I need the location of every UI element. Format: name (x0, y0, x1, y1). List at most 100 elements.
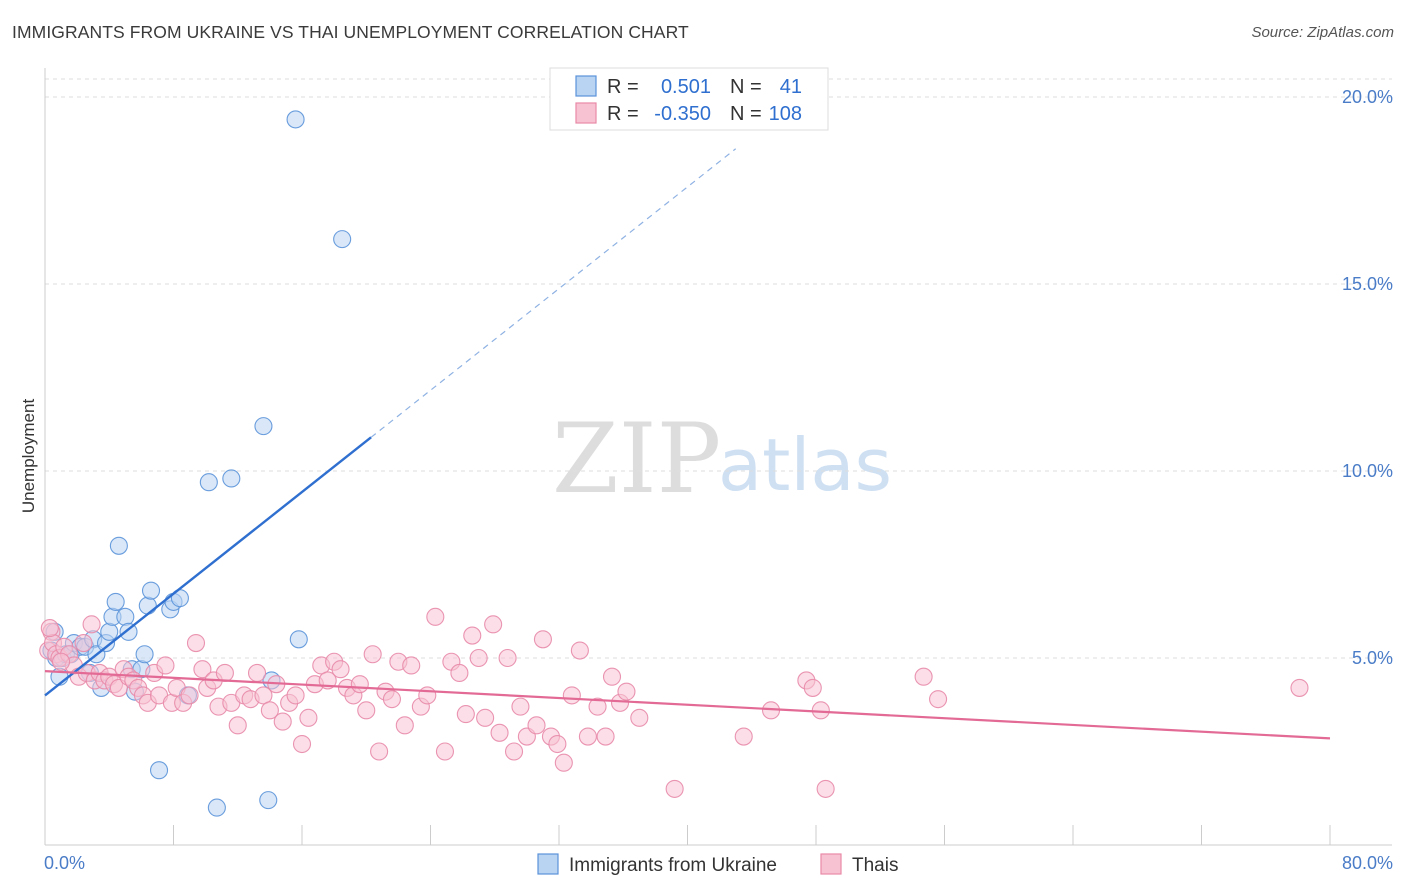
x-tick-labels: 0.0% 80.0% (44, 853, 1393, 873)
data-point (554, 753, 573, 772)
bottom-legend-swatch-ukraine (537, 853, 559, 875)
data-point (247, 663, 267, 683)
data-point (469, 648, 488, 668)
data-point (426, 607, 445, 626)
series-legend: Immigrants from Ukraine Thais (537, 853, 898, 876)
legend-r-value-ukraine: 0.501 (661, 76, 711, 98)
data-point (435, 742, 455, 761)
data-point (456, 705, 475, 724)
data-point (273, 712, 292, 731)
data-point (156, 656, 175, 675)
data-point (602, 667, 622, 686)
data-point (665, 779, 684, 798)
watermark: ZIP atlas (552, 403, 892, 515)
grid-lines (45, 78, 1392, 659)
data-point (357, 701, 376, 720)
data-point (100, 622, 119, 641)
data-point (504, 742, 524, 761)
data-point (382, 690, 402, 709)
data-point (106, 592, 125, 611)
data-point (484, 615, 503, 634)
data-point (370, 742, 389, 761)
legend-n-label: N = (730, 76, 762, 98)
data-point (215, 663, 234, 683)
data-point (476, 708, 495, 727)
bottom-legend-swatch-thais (820, 853, 842, 875)
data-point (511, 697, 530, 716)
data-point (119, 622, 138, 641)
data-point (734, 727, 753, 746)
data-point (292, 734, 312, 754)
data-point (82, 615, 101, 634)
y-tick-label: 5.0% (1352, 648, 1393, 668)
data-point (180, 686, 199, 705)
y-tick-label: 20.0% (1342, 87, 1393, 107)
data-point (286, 110, 305, 129)
data-point (289, 630, 308, 649)
data-point (40, 619, 59, 638)
watermark-zip: ZIP (552, 403, 721, 515)
trend-lines (44, 148, 1331, 740)
data-point (570, 641, 589, 660)
data-point (199, 473, 218, 492)
data-point (299, 708, 318, 727)
data-point (490, 723, 509, 742)
data-point (116, 607, 135, 626)
y-axis-label: Unemployment (19, 399, 38, 514)
data-point (331, 660, 350, 679)
data-point (463, 626, 482, 645)
chart-source: Source: ZipAtlas.com (1251, 24, 1394, 41)
trend-line-thais (44, 669, 1331, 740)
stats-legend: R = 0.501 N = 41 R = -0.350 N = 108 (549, 67, 829, 131)
series-thais-points (39, 607, 1309, 798)
data-point (1290, 678, 1309, 697)
data-point (259, 791, 278, 810)
legend-r-label: R = (607, 76, 639, 98)
data-point (228, 716, 247, 735)
legend-n-value-ukraine: 41 (780, 76, 802, 98)
legend-r-value-thais: -0.350 (654, 103, 711, 125)
legend-n-value-thais: 108 (769, 103, 802, 125)
data-point (254, 417, 273, 436)
data-point (562, 686, 581, 705)
data-point (135, 645, 154, 664)
data-point (395, 716, 414, 735)
data-point (588, 697, 607, 716)
legend-swatch-thais (575, 102, 597, 124)
trend-line-ukraine-extension (370, 148, 737, 438)
data-point (254, 686, 273, 705)
bottom-legend-label-thais: Thais (852, 855, 898, 876)
data-point (929, 690, 948, 709)
data-point (350, 675, 369, 694)
bottom-legend-label-ukraine: Immigrants from Ukraine (569, 855, 777, 876)
chart-title: IMMIGRANTS FROM UKRAINE VS THAI UNEMPLOY… (12, 22, 689, 42)
data-point (149, 761, 169, 780)
legend-n-label: N = (730, 103, 762, 125)
data-point (138, 596, 157, 615)
data-point (803, 678, 822, 697)
data-point (74, 633, 93, 653)
data-point (207, 798, 226, 817)
data-point (109, 536, 128, 555)
legend-r-label: R = (607, 103, 639, 125)
watermark-atlas: atlas (718, 423, 892, 507)
data-point (363, 645, 382, 664)
legend-swatch-ukraine (575, 75, 597, 97)
data-point (617, 682, 636, 701)
data-point (418, 686, 437, 705)
data-point (141, 581, 161, 600)
data-point (914, 667, 933, 686)
data-point (260, 701, 279, 720)
data-point (333, 230, 352, 249)
x-tick-label: 80.0% (1342, 853, 1393, 873)
data-point (596, 727, 615, 746)
data-point (286, 686, 305, 705)
data-point (630, 708, 649, 727)
y-tick-labels: 5.0% 10.0% 15.0% 20.0% (1342, 87, 1393, 668)
data-point (402, 656, 421, 675)
data-point (578, 727, 597, 746)
trend-line-ukraine (44, 436, 372, 697)
x-tick-label: 0.0% (44, 853, 85, 873)
axes (44, 68, 1392, 846)
